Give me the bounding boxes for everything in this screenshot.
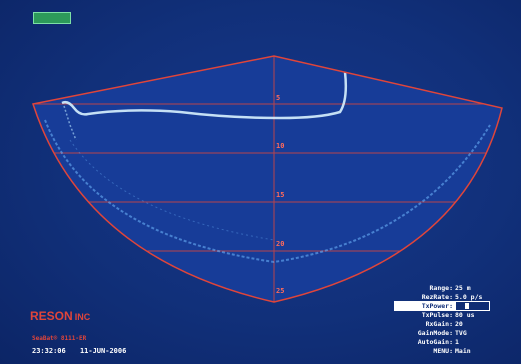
reson-logo: RESON INC	[30, 309, 91, 323]
time-label: 23:32:06	[32, 347, 66, 355]
param-row-menu[interactable]: MENU: Main	[433, 346, 471, 355]
slider-knob-icon[interactable]	[465, 302, 469, 309]
status-indicator	[33, 12, 71, 24]
echo-trace	[61, 71, 348, 120]
param-row-gainmode[interactable]: GainMode: TVG	[417, 328, 467, 337]
range-mark-25: 25	[276, 287, 285, 295]
datetime-readout: 23:32:06 11-JUN-2006	[32, 347, 136, 355]
seabed-echo-arc	[44, 119, 491, 264]
parameter-panel: Range: 25 m RezRate: 5.0 p/s TxPower: Tx…	[394, 283, 505, 355]
sonar-fan-outline	[32, 55, 503, 303]
range-mark-10: 10	[276, 142, 285, 150]
model-label: SeaBat® 8111-ER	[32, 335, 87, 342]
param-row-txpulse[interactable]: TxPulse: 80 us	[421, 310, 475, 319]
param-row-rezrate[interactable]: RezRate: 5.0 p/s	[421, 292, 483, 301]
seabed-echo-arc-2	[69, 139, 275, 241]
param-row-autogain[interactable]: AutoGain: 1	[417, 337, 459, 346]
range-mark-15: 15	[276, 191, 285, 199]
range-mark-20: 20	[276, 240, 285, 248]
param-row-range[interactable]: Range: 25 m	[429, 283, 471, 292]
txpower-slider[interactable]	[454, 300, 490, 311]
param-row-rxgain[interactable]: RxGain: 20	[425, 319, 463, 328]
range-mark-5: 5	[276, 94, 281, 102]
param-row-txpower[interactable]: TxPower:	[394, 300, 505, 311]
sonar-fan	[33, 56, 502, 302]
date-label: 11-JUN-2006	[79, 347, 127, 355]
